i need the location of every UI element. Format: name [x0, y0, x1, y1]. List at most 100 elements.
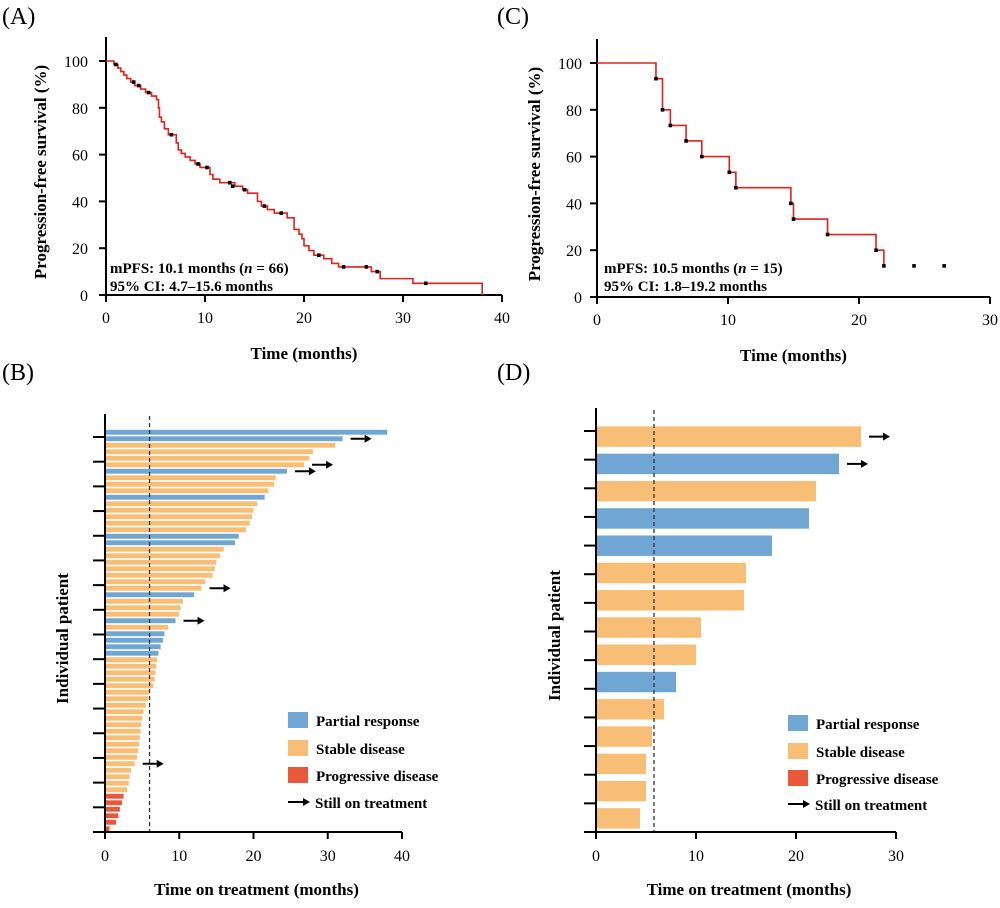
panel-b-bar [105, 514, 253, 520]
panel-b-bar [105, 657, 157, 663]
panel-b-bar [105, 689, 150, 695]
panel-b-bar [105, 468, 287, 474]
panel-b-bar [105, 546, 224, 552]
panel-d-swimmer-plot: 0 10 20 30 Time on treatment (months) Individ… [545, 408, 904, 899]
panel-d-bar [596, 590, 744, 611]
panel-b-bar [105, 826, 110, 832]
panel-c-censor-mark [727, 170, 732, 175]
panel-a-censor-mark [227, 180, 232, 185]
panel-a-censor-mark [262, 204, 267, 208]
panel-b-swimmer-plot: 0 10 20 30 40 Time on treatment (months) Indiv… [53, 414, 410, 899]
panel-b-x-tick-label: 30 [320, 848, 336, 865]
panel-a-km-plot: 0 20 40 60 80 100 0 10 20 30 40 Time (months) Progre… [31, 37, 510, 363]
panel-b-ongoing-arrowhead [325, 460, 333, 469]
panel-c-censor-mark [734, 185, 738, 190]
panel-b-bar [105, 559, 217, 565]
panel-c-censor-mark [660, 108, 665, 112]
panel-b-bar [105, 520, 250, 526]
panel-b-bar [105, 728, 141, 734]
panel-a-censor-mark [341, 265, 346, 269]
panel-c-survival-curve [597, 62, 885, 266]
panel-d-bar [596, 535, 772, 556]
legend-label-partial: Partial response [816, 717, 920, 733]
panel-letter-c: (C) [497, 4, 529, 30]
legend-label-ongoing: Still on treatment [315, 796, 427, 812]
panel-b-bar [105, 748, 139, 754]
panel-b-bar [105, 806, 120, 812]
panel-a-censor-mark [169, 132, 174, 137]
legend-label-progressive: Progressive disease [316, 769, 439, 785]
panel-b-bar [105, 813, 119, 819]
panel-a-y-tick-label: 100 [64, 54, 88, 71]
panel-b-bar [105, 533, 239, 539]
panel-a-y-tick-label: 0 [80, 288, 88, 305]
panel-b-ongoing-arrowhead [223, 584, 231, 593]
panel-a-survival-curve [106, 60, 483, 295]
panel-c-x-tick-label: 20 [851, 312, 867, 329]
panel-d-bar [596, 617, 701, 638]
panel-b-bar [105, 605, 181, 611]
panel-a-censor-mark [317, 253, 321, 258]
panel-c-y-tick-label: 0 [574, 290, 582, 307]
panel-b-bar [105, 618, 176, 624]
panel-a-y-axis-title: Progression-free survival (%) [31, 65, 50, 279]
legend-label-partial: Partial response [316, 714, 420, 730]
panel-c-y-tick-label: 20 [566, 243, 582, 260]
panel-b-bar [105, 787, 128, 793]
panel-b-bar [105, 670, 156, 676]
panel-c-y-tick-label: 60 [566, 150, 582, 167]
panel-b-bar [105, 572, 213, 578]
panel-b-bar [105, 462, 304, 468]
legend-swatch-partial [288, 712, 308, 728]
panel-c-y-tick-label: 80 [566, 103, 582, 120]
panel-a-x-tick-label: 10 [197, 310, 213, 327]
panel-b-bar [105, 754, 137, 760]
panel-c-y-axis-title: Progression-free survival (%) [525, 67, 544, 281]
panel-a-censor-mark [242, 187, 247, 192]
panel-d-ongoing-arrowhead [883, 432, 890, 441]
panel-b-ongoing-arrowhead [308, 467, 316, 476]
panel-a-censor-mark [114, 62, 118, 67]
panel-letter-b: (B) [2, 360, 34, 386]
panel-a-mpfs-text: mPFS: 10.1 months (n = 66) [110, 261, 289, 277]
panel-a-censor-mark [136, 83, 141, 88]
panel-c-censor-mark [668, 123, 673, 128]
panel-d-bar [596, 562, 746, 584]
panel-c-censor-mark [825, 232, 830, 237]
panel-b-bar [105, 774, 130, 780]
panel-b-bar [105, 644, 161, 650]
panel-b-bar [105, 501, 258, 507]
panel-d-x-tick-label: 10 [688, 848, 704, 865]
panel-letter-a: (A) [2, 4, 35, 30]
panel-b-x-tick-label: 0 [101, 848, 109, 865]
panel-a-censor-mark [131, 80, 136, 84]
panel-b-x-axis-title: Time on treatment (months) [154, 880, 359, 899]
panel-b-ongoing-arrowhead [364, 434, 372, 443]
panel-b-bar [105, 819, 117, 825]
panel-a-y-tick-label: 80 [72, 101, 88, 118]
panel-b-bar [105, 722, 142, 728]
panel-b-bar [105, 696, 149, 702]
panel-b-bar [105, 709, 144, 715]
panel-d-bar [596, 808, 640, 829]
panel-b-bar [105, 449, 313, 455]
panel-c-y-tick-label: 40 [566, 196, 582, 213]
panel-a-censor-mark [364, 265, 369, 269]
panel-c-x-tick-label: 30 [982, 312, 998, 329]
panel-b-ongoing-arrowhead [197, 616, 205, 625]
legend-swatch-partial [788, 715, 808, 731]
panel-b-bar [105, 436, 343, 442]
panel-b-x-tick-label: 40 [394, 848, 410, 865]
legend-arrowhead-icon [303, 798, 310, 806]
panel-b-bar [105, 663, 157, 669]
panel-a-x-tick-label: 20 [296, 310, 312, 327]
legend-swatch-progressive [288, 767, 308, 783]
panel-a-x-axis-title: Time (months) [251, 344, 358, 363]
panel-b-bar [105, 566, 215, 572]
legend-label-progressive: Progressive disease [816, 772, 939, 788]
panel-b-bar [105, 702, 146, 708]
panel-a-censor-mark [230, 184, 235, 188]
panel-c-censor-mark [789, 201, 793, 206]
panel-a-censor-mark [375, 269, 380, 274]
panel-c-censor-mark [700, 154, 704, 159]
